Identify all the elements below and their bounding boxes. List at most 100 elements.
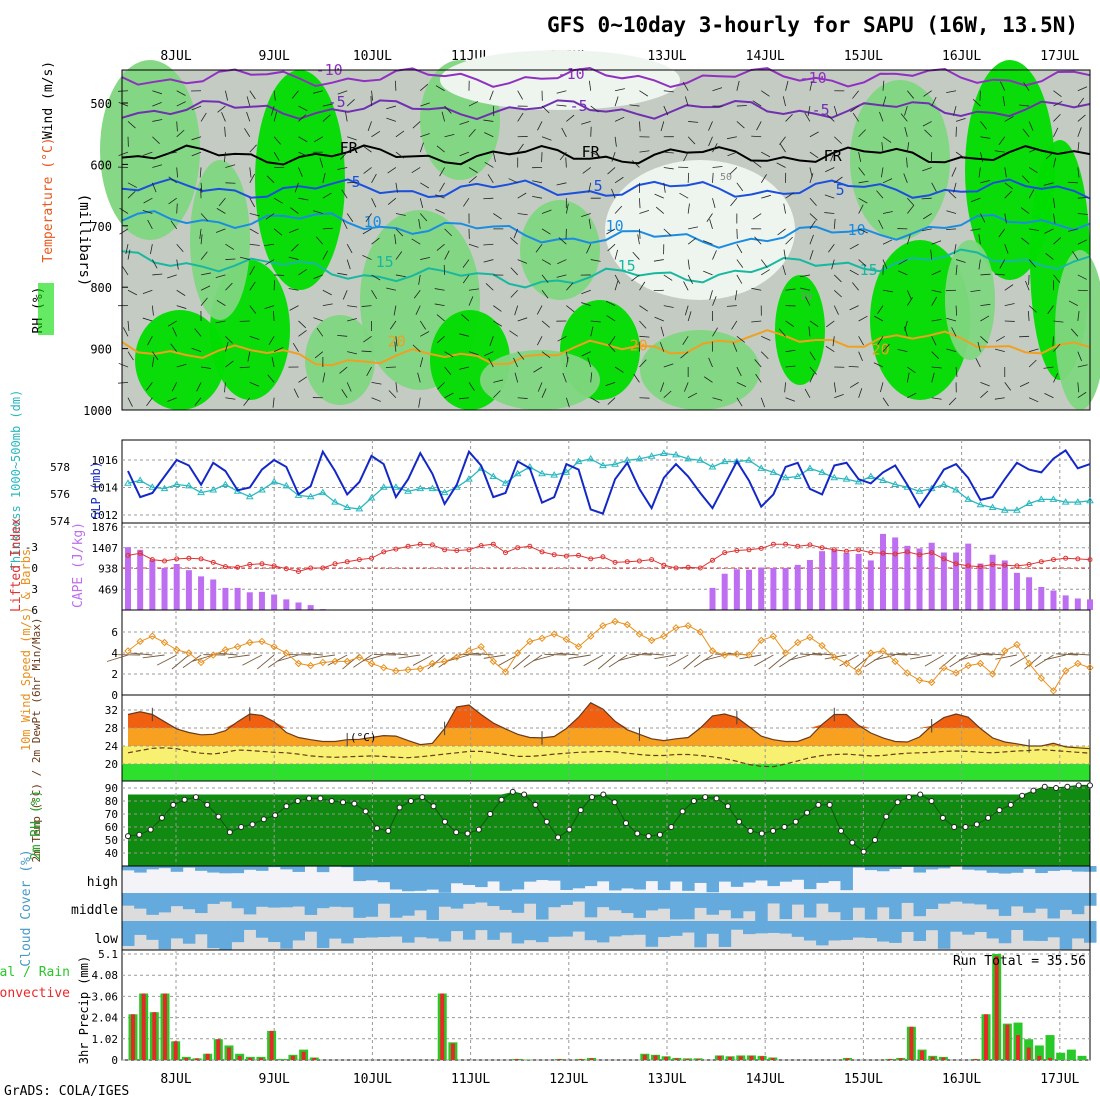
surface-wind-barb (609, 655, 627, 667)
cloud-cover-block (280, 866, 293, 869)
cloud-cover-block (524, 921, 537, 940)
cloud-cover-block (597, 866, 610, 881)
date-label-top: 14JUL (746, 49, 785, 64)
cloud-cover-block (244, 921, 257, 930)
rh2m-point (669, 825, 674, 830)
surface-wind-barb (1035, 655, 1054, 667)
rh2m-point (522, 792, 527, 797)
cloud-cover-block (1035, 921, 1048, 941)
rh2m-point (906, 795, 911, 800)
precip-convective-bar (1037, 1056, 1041, 1060)
cape-tick-label: 1876 (92, 521, 119, 534)
cloud-cover-block (378, 921, 391, 937)
cloud-cover-block (573, 921, 586, 932)
rh2m-point (1065, 784, 1070, 789)
precip-tick-label: 1.02 (92, 1033, 119, 1046)
rh2m-point (725, 804, 730, 809)
surface-wind-barb (683, 655, 700, 669)
rh2m-point (623, 821, 628, 826)
precip-convective-bar (1005, 1025, 1009, 1060)
rh2m-point (986, 815, 991, 820)
slp-axis-label: SLP (mb) (89, 461, 103, 519)
precip-convective-bar (760, 1056, 764, 1060)
temp-tick-label: 28 (105, 722, 118, 735)
cloud-cover-block (134, 893, 147, 909)
cape-bar (186, 570, 192, 610)
cloud-cover-block (743, 893, 756, 911)
cloud-cover-block (1011, 921, 1024, 930)
precip-convective-bar (696, 1059, 700, 1060)
rh2m-point (171, 802, 176, 807)
cloud-cover-block (475, 921, 488, 930)
cloud-cover-block (877, 893, 890, 907)
surface-wind-barb (569, 655, 591, 659)
rh2m-point (363, 809, 368, 814)
precip-convective-bar (941, 1058, 945, 1060)
cloud-cover-block (804, 921, 817, 941)
cloud-cover-block (1023, 893, 1036, 913)
cloud-cover-block (499, 893, 512, 910)
rh2m-point (918, 792, 923, 797)
rh2m-point (703, 795, 708, 800)
cloud-cover-block (816, 921, 829, 945)
cloud-cover-block (292, 921, 305, 940)
cape-bar (819, 551, 825, 610)
cloud-cover-block (853, 921, 866, 938)
precip-total-bar (1056, 1053, 1065, 1060)
cloud-cover-block (536, 893, 549, 920)
surface-wind-barb (959, 655, 980, 660)
surface-wind-barb (313, 655, 335, 658)
rh2m-fill-band (128, 785, 1090, 866)
pressure-tick-label: 1000 (83, 404, 112, 418)
cloud-cover-block (719, 893, 732, 910)
cloud-cover-block (414, 893, 427, 910)
cloud-cover-block (962, 866, 975, 870)
cloud-cover-block (183, 921, 196, 944)
rh-legend-swatch (38, 283, 54, 335)
temp-tick-label: 32 (105, 704, 118, 717)
rh2m-point (318, 796, 323, 801)
cloud-cover-block (987, 866, 1000, 873)
rh2m-point (227, 830, 232, 835)
rh2m-point (737, 819, 742, 824)
cloud-cover-block (865, 921, 878, 938)
precip-total-bar (1078, 1056, 1087, 1060)
cape-tick-label: 938 (98, 563, 118, 576)
precip-convective-bar (1048, 1058, 1052, 1060)
cloud-cover-block (122, 893, 135, 906)
cape-bar (904, 546, 910, 610)
cloud-cover-block (439, 893, 452, 907)
cloud-cover-block (707, 921, 720, 934)
rh-region (135, 310, 225, 410)
rh-region (305, 315, 375, 405)
cloud-cover-block (828, 893, 841, 912)
rh2m-point (556, 835, 561, 840)
cape-bar (174, 564, 180, 610)
chart-title: GFS 0~10day 3-hourly for SAPU (16W, 13.5… (547, 13, 1078, 37)
cape-bar (210, 579, 216, 610)
cloud-cover-block (755, 866, 768, 881)
precip-legend-convective: Convective (0, 986, 70, 1001)
temperature-contour-label: 15 (618, 257, 636, 275)
rh2m-point (578, 808, 583, 813)
cape-bar (770, 568, 776, 610)
cape-bar (222, 588, 228, 610)
precip-tick-label: 3.06 (92, 990, 119, 1003)
cloud-cover-block (792, 921, 805, 937)
rh2m-point (499, 797, 504, 802)
cape-bar (308, 605, 314, 610)
cloud-cover-block (707, 866, 720, 892)
precip-convective-bar (1016, 1035, 1020, 1060)
surface-wind-barb (874, 655, 895, 660)
cape-bar (795, 565, 801, 610)
cloud-cover-block (694, 866, 707, 883)
cape-bar (807, 560, 813, 610)
rh2m-point (193, 795, 198, 800)
rh2m-point (205, 802, 210, 807)
cloud-cover-block (658, 893, 671, 909)
rh2m-point (827, 802, 832, 807)
cloud-cover-block (1072, 866, 1085, 872)
precip-convective-bar (142, 993, 146, 1060)
cape-bar (1038, 587, 1044, 610)
rh2m-point (239, 825, 244, 830)
